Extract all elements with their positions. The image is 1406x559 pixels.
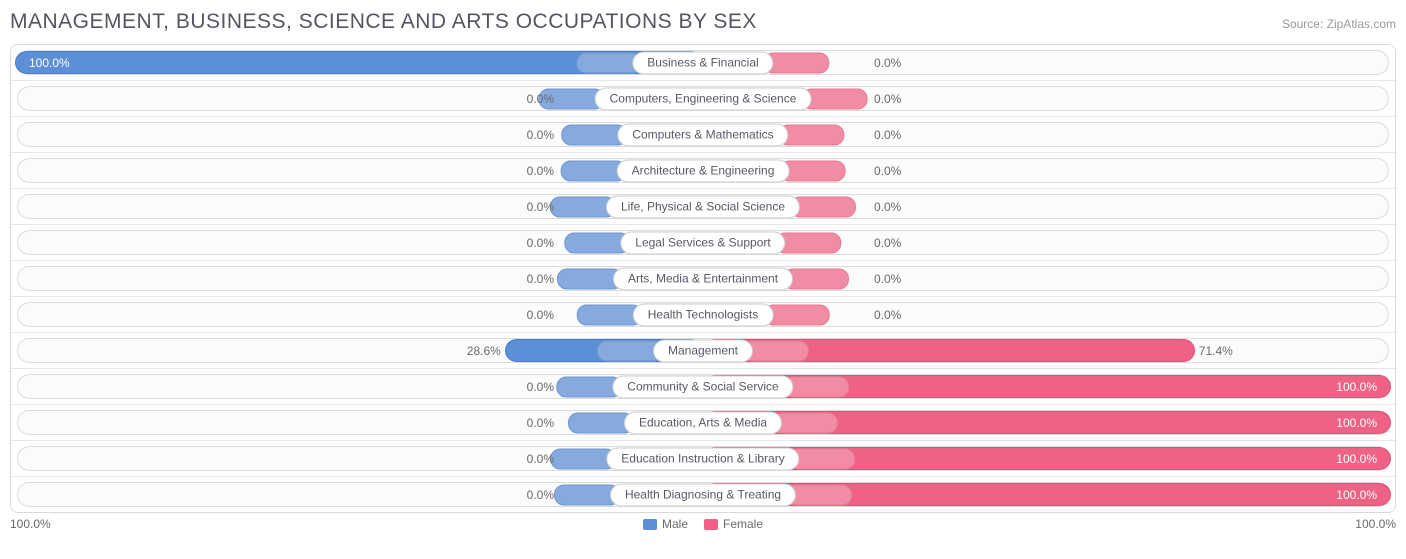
chart-row: Computers, Engineering & Science 0.0% 0.0% [11, 81, 1395, 117]
source-name: ZipAtlas.com [1327, 17, 1396, 31]
chart-rows: Business & Financial100.0%0.0%Computers,… [10, 44, 1396, 513]
category-label: Education Instruction & Library [606, 447, 799, 470]
center-pill: Architecture & Engineering [561, 159, 846, 182]
chart-row: Management 28.6% 71.4% [11, 333, 1395, 369]
chart-row: Business & Financial 100.0% 0.0% [11, 45, 1395, 81]
female-pill [779, 124, 845, 145]
source: Source: ZipAtlas.com [1282, 17, 1396, 31]
male-pct: 0.0% [527, 308, 554, 322]
category-label: Computers & Mathematics [617, 123, 788, 146]
category-label: Health Technologists [633, 303, 774, 326]
female-pct: 100.0% [1336, 452, 1377, 466]
center-pill: Arts, Media & Entertainment [557, 267, 849, 290]
chart-title: MANAGEMENT, BUSINESS, SCIENCE AND ARTS O… [10, 10, 757, 34]
legend-female-swatch [704, 519, 718, 530]
center-pill: Health Diagnosing & Treating [554, 483, 852, 506]
male-pct: 0.0% [527, 200, 554, 214]
category-label: Computers, Engineering & Science [595, 87, 812, 110]
female-pct: 71.4% [1199, 344, 1233, 358]
male-pct: 0.0% [527, 416, 554, 430]
chart-row: Health Diagnosing & Treating 0.0% 100.0% [11, 477, 1395, 512]
center-pill: Health Technologists [577, 303, 830, 326]
category-label: Life, Physical & Social Science [606, 195, 800, 218]
female-pct: 100.0% [1336, 416, 1377, 430]
category-label: Management [653, 339, 753, 362]
male-pct: 28.6% [467, 344, 501, 358]
male-pct: 0.0% [527, 164, 554, 178]
female-pct: 0.0% [874, 56, 901, 70]
male-pct: 0.0% [527, 92, 554, 106]
chart-row: Health Technologists 0.0% 0.0% [11, 297, 1395, 333]
legend-male-label: Male [662, 517, 688, 531]
male-pct: 0.0% [527, 452, 554, 466]
center-pill: Management [597, 339, 809, 362]
occupations-by-sex-chart: MANAGEMENT, BUSINESS, SCIENCE AND ARTS O… [10, 10, 1396, 531]
female-pill [776, 232, 842, 253]
category-label: Legal Services & Support [620, 231, 785, 254]
female-pct: 0.0% [874, 128, 901, 142]
male-pct: 0.0% [527, 380, 554, 394]
female-pct: 0.0% [874, 272, 901, 286]
male-pct: 100.0% [29, 56, 70, 70]
female-pct: 0.0% [874, 200, 901, 214]
chart-row: Arts, Media & Entertainment 0.0% 0.0% [11, 261, 1395, 297]
male-pct: 0.0% [527, 272, 554, 286]
header: MANAGEMENT, BUSINESS, SCIENCE AND ARTS O… [10, 10, 1396, 34]
female-pct: 100.0% [1336, 380, 1377, 394]
axis-right-label: 100.0% [1355, 517, 1396, 531]
male-pct: 0.0% [527, 488, 554, 502]
center-pill: Life, Physical & Social Science [550, 195, 856, 218]
female-pill [784, 376, 850, 397]
male-pct: 0.0% [527, 236, 554, 250]
center-pill: Computers, Engineering & Science [539, 87, 868, 110]
center-pill: Computers & Mathematics [561, 123, 844, 146]
female-pct: 0.0% [874, 236, 901, 250]
legend-male: Male [643, 517, 688, 531]
legend-female: Female [704, 517, 763, 531]
chart-row: Architecture & Engineering 0.0% 0.0% [11, 153, 1395, 189]
male-pct: 0.0% [527, 128, 554, 142]
category-label: Community & Social Service [612, 375, 793, 398]
legend-female-label: Female [723, 517, 763, 531]
center-pill: Education, Arts & Media [568, 411, 838, 434]
chart-row: Education Instruction & Library 0.0% 100.0… [11, 441, 1395, 477]
female-pct: 0.0% [874, 308, 901, 322]
category-label: Arts, Media & Entertainment [613, 267, 793, 290]
center-pill: Community & Social Service [556, 375, 849, 398]
category-label: Architecture & Engineering [617, 159, 790, 182]
axis-left-label: 100.0% [10, 517, 51, 531]
footer: 100.0% Male Female 100.0% [10, 517, 1396, 531]
chart-row: Community & Social Service 0.0% 100.0% [11, 369, 1395, 405]
legend-male-swatch [643, 519, 657, 530]
center-pill: Business & Financial [576, 51, 829, 74]
female-pct: 100.0% [1336, 488, 1377, 502]
female-pct: 0.0% [874, 164, 901, 178]
female-pill [790, 448, 856, 469]
female-pill [764, 52, 830, 73]
chart-row: Legal Services & Support 0.0% 0.0% [11, 225, 1395, 261]
center-pill: Legal Services & Support [564, 231, 841, 254]
category-label: Education, Arts & Media [624, 411, 782, 434]
legend: Male Female [643, 517, 763, 531]
female-pct: 0.0% [874, 92, 901, 106]
chart-row: Computers & Mathematics 0.0% 0.0% [11, 117, 1395, 153]
category-label: Business & Financial [632, 51, 773, 74]
chart-row: Life, Physical & Social Science 0.0% 0.0% [11, 189, 1395, 225]
category-label: Health Diagnosing & Treating [610, 483, 796, 506]
chart-row: Education, Arts & Media 0.0% 100.0% [11, 405, 1395, 441]
center-pill: Education Instruction & Library [550, 447, 855, 470]
source-label: Source: [1282, 17, 1323, 31]
